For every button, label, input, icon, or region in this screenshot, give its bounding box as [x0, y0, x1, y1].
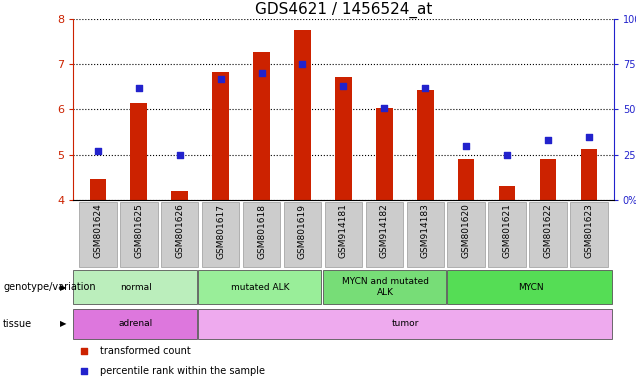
- Text: GSM914183: GSM914183: [421, 204, 430, 258]
- Text: mutated ALK: mutated ALK: [231, 283, 289, 291]
- Text: MYCN and mutated
ALK: MYCN and mutated ALK: [342, 277, 429, 297]
- Text: adrenal: adrenal: [118, 319, 153, 328]
- Text: GSM801624: GSM801624: [93, 204, 102, 258]
- Text: percentile rank within the sample: percentile rank within the sample: [100, 366, 265, 376]
- Text: MYCN: MYCN: [518, 283, 543, 291]
- Point: [420, 85, 431, 91]
- Text: GSM914182: GSM914182: [380, 204, 389, 258]
- Point: [93, 148, 103, 154]
- Bar: [198, 270, 321, 304]
- Point: [338, 83, 349, 89]
- Point: [256, 70, 266, 76]
- Bar: [324, 202, 363, 267]
- Text: GSM801619: GSM801619: [298, 204, 307, 258]
- Bar: [253, 52, 270, 200]
- Text: GSM914181: GSM914181: [339, 204, 348, 258]
- Bar: [90, 179, 106, 200]
- Text: tumor: tumor: [392, 319, 420, 328]
- Point: [543, 137, 553, 143]
- Bar: [120, 202, 158, 267]
- Bar: [172, 190, 188, 200]
- Text: ▶: ▶: [60, 319, 67, 328]
- Point: [79, 367, 89, 374]
- Bar: [79, 202, 116, 267]
- Text: GSM801625: GSM801625: [134, 204, 143, 258]
- Text: GSM801622: GSM801622: [544, 204, 553, 258]
- Text: normal: normal: [120, 283, 151, 291]
- Bar: [570, 202, 608, 267]
- Bar: [448, 202, 485, 267]
- Point: [461, 142, 471, 149]
- Text: GSM801623: GSM801623: [584, 204, 593, 258]
- Bar: [540, 159, 556, 200]
- Point: [584, 133, 594, 139]
- Point: [79, 348, 89, 354]
- Bar: [212, 73, 229, 200]
- Title: GDS4621 / 1456524_at: GDS4621 / 1456524_at: [255, 2, 432, 18]
- Bar: [488, 202, 526, 267]
- Text: GSM801618: GSM801618: [257, 204, 266, 258]
- Bar: [499, 186, 515, 200]
- Text: GSM801621: GSM801621: [503, 204, 512, 258]
- Point: [216, 76, 226, 82]
- Bar: [73, 308, 197, 339]
- Point: [379, 104, 389, 111]
- Text: GSM801617: GSM801617: [216, 204, 225, 258]
- Bar: [335, 77, 352, 200]
- Point: [298, 61, 308, 68]
- Bar: [581, 149, 597, 200]
- Text: GSM801620: GSM801620: [462, 204, 471, 258]
- Bar: [284, 202, 321, 267]
- Bar: [198, 308, 612, 339]
- Bar: [377, 108, 392, 200]
- Bar: [73, 270, 197, 304]
- Point: [502, 151, 513, 157]
- Bar: [322, 270, 446, 304]
- Text: transformed count: transformed count: [100, 346, 191, 356]
- Bar: [447, 270, 612, 304]
- Bar: [417, 91, 434, 200]
- Bar: [202, 202, 239, 267]
- Bar: [366, 202, 403, 267]
- Bar: [458, 159, 474, 200]
- Bar: [406, 202, 444, 267]
- Point: [174, 151, 184, 157]
- Bar: [243, 202, 280, 267]
- Point: [134, 85, 144, 91]
- Bar: [294, 30, 310, 200]
- Text: tissue: tissue: [3, 318, 32, 329]
- Text: ▶: ▶: [60, 283, 67, 291]
- Bar: [529, 202, 567, 267]
- Bar: [161, 202, 198, 267]
- Bar: [130, 103, 147, 200]
- Text: GSM801626: GSM801626: [175, 204, 184, 258]
- Text: genotype/variation: genotype/variation: [3, 282, 96, 292]
